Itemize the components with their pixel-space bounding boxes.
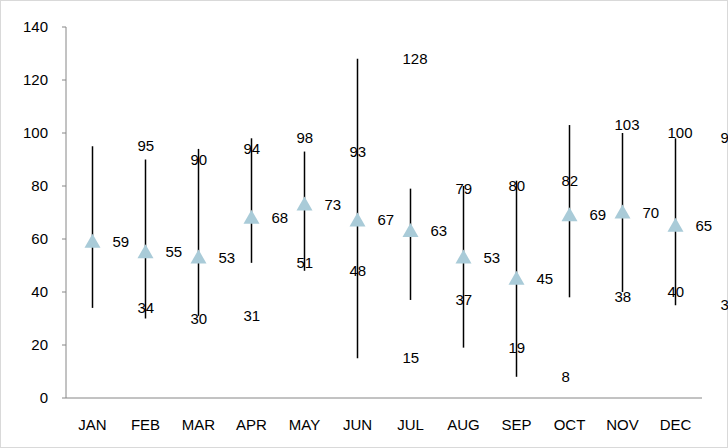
mean-marker: [85, 234, 101, 248]
mean-marker: [615, 205, 631, 219]
mean-marker: [562, 207, 578, 221]
range-line: [251, 138, 253, 263]
chart-border: [1, 1, 728, 448]
mean-label: 69: [590, 206, 607, 223]
high-label: 79: [456, 180, 473, 197]
mean-label: 53: [219, 249, 236, 266]
mean-marker: [668, 218, 684, 232]
y-tick-label: 20: [31, 336, 48, 353]
x-tick-label: JUN: [343, 416, 372, 433]
y-tick: [62, 80, 66, 81]
x-tick-label: MAR: [182, 416, 216, 433]
low-label: 8: [562, 368, 570, 385]
low-label: 19: [509, 339, 526, 356]
range-line: [145, 160, 147, 319]
x-tick-label: JAN: [78, 416, 106, 433]
y-tick: [62, 239, 66, 240]
y-tick-label: 60: [31, 230, 48, 247]
high-label: 82: [562, 172, 579, 189]
y-tick: [62, 292, 66, 293]
x-tick-label: APR: [236, 416, 267, 433]
x-axis: [66, 398, 702, 399]
mean-label: 73: [325, 196, 342, 213]
y-tick: [62, 27, 66, 28]
low-label: 30: [191, 310, 208, 327]
x-tick-label: DEC: [660, 416, 692, 433]
mean-marker: [191, 250, 207, 264]
chart: 0 20 40 60 80 100 120 140 JAN FEB MAR APR MAY JUN JUL A…: [0, 0, 728, 448]
high-label: 103: [615, 116, 640, 133]
high-label: 94: [244, 140, 261, 157]
y-tick: [62, 345, 66, 346]
low-label: 37: [456, 291, 473, 308]
x-tick-label: NOV: [606, 416, 639, 433]
low-label: 51: [297, 254, 314, 271]
y-tick-label: 40: [31, 283, 48, 300]
mean-label: 63: [431, 222, 448, 239]
y-tick: [62, 186, 66, 187]
low-label: 31: [244, 307, 261, 324]
x-tick-label: JUL: [397, 416, 424, 433]
x-tick-label: AUG: [447, 416, 480, 433]
mean-marker: [297, 197, 313, 211]
y-tick-label: 0: [40, 389, 48, 406]
low-label: 40: [668, 283, 685, 300]
mean-label: 70: [643, 204, 660, 221]
y-tick-label: 140: [23, 18, 48, 35]
x-tick-label: OCT: [554, 416, 586, 433]
y-tick-label: 120: [23, 71, 48, 88]
x-tick-label: FEB: [131, 416, 160, 433]
y-tick-label: 100: [23, 124, 48, 141]
low-label: 38: [615, 288, 632, 305]
range-line: [357, 59, 359, 358]
mean-label: 67: [378, 211, 395, 228]
low-label: 48: [350, 262, 367, 279]
range-line: [198, 149, 200, 316]
x-tick-label: MAY: [289, 416, 320, 433]
high-label: 80: [509, 177, 526, 194]
mean-label: 65: [696, 217, 713, 234]
mean-label: 53: [484, 249, 501, 266]
high-label: 100: [668, 124, 693, 141]
range-line: [410, 189, 412, 300]
low-label: 34: [138, 299, 155, 316]
low-label: 35: [721, 296, 728, 313]
low-label: 15: [403, 349, 420, 366]
range-line: [463, 186, 465, 348]
high-label: 98: [721, 129, 728, 146]
mean-marker: [350, 212, 366, 226]
x-tick-label: SEP: [501, 416, 531, 433]
mean-marker: [509, 271, 525, 285]
mean-label: 68: [272, 209, 289, 226]
mean-label: 55: [166, 243, 183, 260]
y-tick: [62, 398, 66, 399]
range-line: [92, 146, 94, 308]
y-tick: [62, 133, 66, 134]
high-label: 93: [350, 143, 367, 160]
high-label: 90: [191, 151, 208, 168]
mean-label: 45: [537, 270, 554, 287]
mean-marker: [244, 210, 260, 224]
mean-label: 59: [113, 233, 130, 250]
mean-marker: [403, 223, 419, 237]
y-axis: [66, 27, 67, 398]
mean-marker: [138, 244, 154, 258]
high-label: 128: [403, 50, 428, 67]
high-label: 95: [138, 137, 155, 154]
mean-marker: [456, 250, 472, 264]
high-label: 98: [297, 129, 314, 146]
plot-marks: [85, 59, 684, 377]
y-tick-label: 80: [31, 177, 48, 194]
chart-root: 0 20 40 60 80 100 120 140 JAN FEB MAR APR MAY JUN JUL A…: [0, 0, 728, 448]
